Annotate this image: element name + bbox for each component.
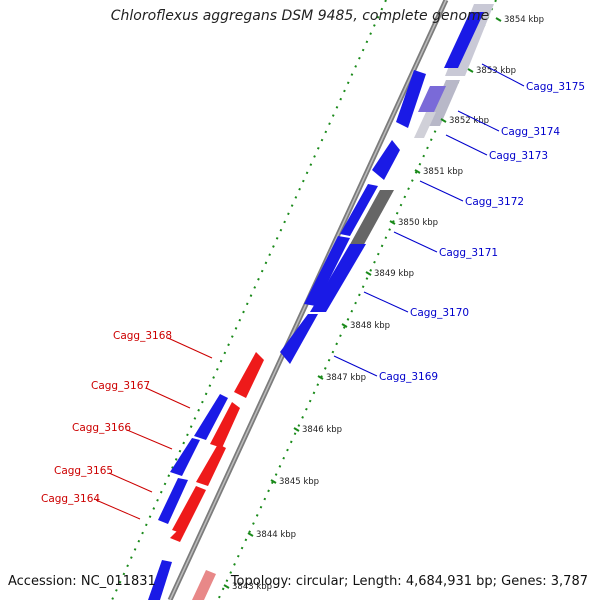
gene-leader-line	[457, 110, 500, 132]
gene-pink-lower[interactable]	[192, 570, 216, 600]
tick-label: 3846 kbp	[302, 425, 342, 435]
tick-mark	[317, 375, 324, 380]
gene-leader-line	[95, 499, 141, 520]
gene-inner-blue-6[interactable]	[158, 478, 188, 524]
gene-cagg-3167[interactable]	[210, 402, 240, 448]
tick-mark	[365, 271, 372, 276]
gene-label[interactable]: Cagg_3172	[465, 196, 524, 208]
length-label: Length:	[352, 574, 402, 589]
gene-cagg-3172[interactable]	[372, 140, 400, 180]
gene-label[interactable]: Cagg_3174	[501, 126, 560, 138]
tick-mark	[247, 532, 254, 537]
tick-label: 3847 kbp	[326, 373, 366, 383]
gene-inner-blue-5[interactable]	[170, 438, 200, 476]
gene-leader-line	[419, 180, 464, 202]
gene-label[interactable]: Cagg_3171	[439, 247, 498, 259]
gene-label[interactable]: Cagg_3165	[54, 465, 113, 477]
gene-cagg-3171[interactable]	[348, 190, 394, 248]
tick-mark	[414, 169, 421, 174]
gene-inner-blue-4[interactable]	[194, 394, 228, 440]
gene-label[interactable]: Cagg_3173	[489, 150, 548, 162]
gene-leader-line	[481, 63, 525, 87]
gene-inner-blue-3[interactable]	[304, 236, 350, 306]
tick-mark	[270, 479, 277, 484]
gene-label[interactable]: Cagg_3169	[379, 371, 438, 383]
gene-label[interactable]: Cagg_3167	[91, 380, 150, 392]
gene-label[interactable]: Cagg_3170	[410, 307, 469, 319]
accession-label: Accession:	[8, 574, 77, 589]
gene-leader-line	[393, 231, 438, 253]
tick-label: 3845 kbp	[279, 477, 319, 487]
gene-block-upper-blue[interactable]	[444, 12, 484, 68]
gene-leader-line	[145, 387, 191, 409]
tick-label: 3850 kbp	[398, 218, 438, 228]
genes-value: 3,787	[550, 574, 588, 589]
tick-label: 3852 kbp	[449, 116, 489, 126]
gene-inner-blue-1[interactable]	[396, 70, 426, 128]
topology-value: circular	[295, 574, 344, 589]
gene-leader-line	[126, 429, 173, 450]
tick-label: 3844 kbp	[256, 530, 296, 540]
sep-2: ;	[492, 574, 502, 589]
gene-leader-line	[363, 291, 409, 313]
left-gene-labels: Cagg_3164 Cagg_3165 Cagg_3166 Cagg_3167 Cagg…	[41, 330, 213, 520]
tick-label: 3851 kbp	[423, 167, 463, 177]
gene-label[interactable]: Cagg_3166	[72, 422, 131, 434]
tick-mark	[440, 118, 447, 123]
tick-mark	[495, 17, 502, 22]
genome-title: Chloroflexus aggregans DSM 9485, complet…	[110, 8, 490, 24]
accession-info: Accession: NC_011831	[8, 574, 156, 589]
inner-dot-track	[111, 0, 387, 600]
genes-label: Genes:	[501, 574, 547, 589]
gene-leader-line	[108, 472, 153, 493]
tick-label: 3849 kbp	[374, 269, 414, 279]
gene-cagg-3169[interactable]	[280, 314, 318, 364]
tick-mark	[293, 427, 300, 432]
gene-cagg-3164[interactable]	[170, 530, 184, 542]
accession-value: NC_011831	[80, 574, 156, 589]
gene-label[interactable]: Cagg_3168	[113, 330, 172, 342]
tick-mark	[341, 323, 348, 328]
gene-cagg-3168[interactable]	[234, 352, 264, 398]
gene-cagg-3174[interactable]	[418, 86, 446, 112]
right-gene-labels: Cagg_3169 Cagg_3170 Cagg_3171 Cagg_3172 Cagg…	[333, 63, 585, 383]
gene-label[interactable]: Cagg_3175	[526, 81, 585, 93]
gene-cagg-3165[interactable]	[172, 486, 206, 534]
tick-mark	[223, 584, 230, 589]
gene-inner-blue-7[interactable]	[148, 560, 172, 600]
gene-leader-line	[445, 134, 488, 156]
tick-label: 3843 kbp	[232, 582, 272, 592]
gene-label[interactable]: Cagg_3164	[41, 493, 100, 505]
gene-leader-line	[167, 337, 213, 359]
topology-label: Topology:	[230, 574, 292, 589]
tick-marks: 3843 kbp 3844 kbp 3845 kbp 3846 kbp 3847 kbp…	[223, 15, 544, 592]
genome-stats: Topology: circular; Length: 4,684,931 bp…	[231, 574, 588, 589]
gene-cagg-3170[interactable]	[310, 244, 366, 312]
gene-cagg-3166[interactable]	[196, 444, 226, 486]
gene-inner-blue-2[interactable]	[340, 184, 378, 236]
sep-1: ;	[343, 574, 353, 589]
tick-mark	[389, 220, 396, 225]
gene-leader-line	[333, 355, 378, 377]
length-value: 4,684,931 bp	[405, 574, 493, 589]
tick-label: 3854 kbp	[504, 15, 544, 25]
gene-cagg-3173[interactable]	[414, 112, 436, 138]
tick-mark	[467, 68, 474, 73]
forward-genes	[280, 4, 494, 364]
tick-label: 3848 kbp	[350, 321, 390, 331]
inner-forward-genes	[148, 70, 426, 600]
reverse-genes	[170, 352, 264, 600]
